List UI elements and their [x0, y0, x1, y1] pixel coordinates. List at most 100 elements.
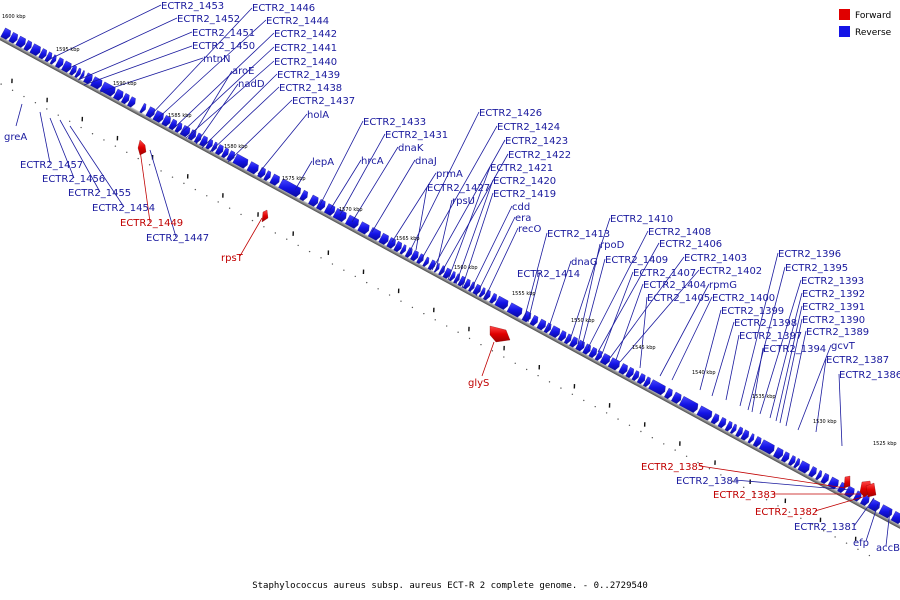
- leader-line: [149, 7, 253, 117]
- gene-label: ECTR2_1394: [763, 344, 826, 355]
- marker-dot: [583, 399, 585, 402]
- tick-label: 1555 kbp: [512, 291, 536, 297]
- gene-label: ECTR2_1390: [802, 315, 865, 326]
- gene-labels: ECTR2_1453 ECTR2_1452 ECTR2_1451 ECTR2_1…: [4, 1, 900, 554]
- tick-label: 1595 kbp: [56, 47, 80, 53]
- reverse-feature: [139, 103, 147, 114]
- reverse-feature: [548, 325, 561, 338]
- leader-line: [15, 103, 23, 127]
- leader-line: [171, 32, 275, 131]
- leader-line: [195, 83, 239, 145]
- gene-label: mtnN: [203, 54, 230, 65]
- reverse-feature: [844, 485, 855, 498]
- leader-line: [747, 266, 786, 411]
- gene-label: prmA: [436, 169, 463, 180]
- reverse-feature: [820, 472, 830, 484]
- marker-dot: [354, 275, 356, 278]
- gene-label: ECTR2_1421: [490, 163, 553, 174]
- marker-dot: [857, 548, 859, 551]
- marker-dot: [183, 182, 185, 185]
- reverse-feature: [357, 221, 370, 235]
- reverse-feature: [113, 88, 124, 101]
- reverse-feature: [263, 170, 272, 181]
- gene-label: ECTR2_1383: [713, 490, 776, 501]
- reverse-feature: [588, 346, 598, 358]
- marker-dot: [800, 517, 802, 520]
- marker-dot: [308, 250, 311, 253]
- reverse-feature: [890, 511, 900, 525]
- gene-label: era: [515, 213, 531, 224]
- gene-label: ECTR2_1450: [192, 41, 255, 52]
- legend-label-forward: Forward: [855, 11, 891, 21]
- marker-dot: [240, 213, 242, 216]
- leader-line: [351, 146, 399, 223]
- gene-label: ECTR2_1453: [161, 1, 224, 12]
- gene-label: cdd: [512, 202, 530, 213]
- gene-label: rpsT: [221, 253, 244, 264]
- leader-line: [294, 160, 313, 191]
- gene-label: efp: [853, 538, 869, 549]
- marker-dot: [423, 312, 425, 315]
- forward-feature: [865, 482, 877, 498]
- leader-line: [329, 159, 362, 211]
- gene-label: rpmG: [709, 280, 737, 291]
- tick-label: 1585 kbp: [168, 113, 192, 119]
- legend: Forward Reverse: [839, 9, 892, 38]
- reverse-feature: [478, 287, 486, 298]
- gene-label: ECTR2_1438: [279, 83, 342, 94]
- marker-dot: [91, 133, 94, 135]
- tick-label: 1535 kbp: [752, 394, 776, 400]
- reverse-feature: [257, 167, 266, 179]
- gene-label: ECTR2_1414: [517, 269, 580, 280]
- forward-feature: [489, 325, 511, 343]
- reverse-feature: [563, 333, 572, 345]
- gene-label: ECTR2_1381: [794, 522, 857, 533]
- gene-label: ECTR2_1422: [508, 150, 571, 161]
- leader-line: [587, 230, 649, 349]
- leader-line: [699, 465, 846, 489]
- reverse-feature: [729, 423, 737, 434]
- reverse-feature: [793, 458, 801, 469]
- gene-label: ECTR2_1382: [755, 507, 818, 518]
- marker-dot: [0, 83, 2, 85]
- tick-label: 1575 kbp: [282, 176, 306, 182]
- reverse-feature: [205, 138, 214, 150]
- reverse-feature: [772, 447, 784, 460]
- marker-dot: [605, 412, 608, 414]
- tick-label: 1530 kbp: [813, 419, 837, 425]
- leader-line: [49, 117, 75, 179]
- gene-label: ECTR2_1385: [641, 462, 704, 473]
- marker-dot: [663, 443, 665, 445]
- leader-line: [149, 149, 177, 238]
- reverse-feature: [410, 250, 419, 262]
- reverse-feature: [367, 227, 381, 241]
- reverse-feature: [448, 271, 456, 282]
- gene-label: holA: [307, 110, 329, 121]
- marker-dot: [537, 374, 539, 377]
- marker-dot: [411, 306, 414, 309]
- forward-feature: [261, 209, 269, 223]
- reverse-feature: [575, 339, 585, 352]
- reverse-feature: [618, 363, 628, 375]
- leader-line: [601, 271, 634, 355]
- gene-label: ECTR2_1444: [266, 16, 329, 27]
- marker-dot: [80, 126, 82, 129]
- gene-label: ECTR2_1441: [274, 43, 337, 54]
- marker-dot: [434, 319, 436, 321]
- marker-dot: [274, 232, 277, 234]
- reverse-feature: [752, 436, 762, 448]
- leader-line: [435, 199, 453, 271]
- reverse-feature: [145, 106, 156, 118]
- gene-label: ECTR2_1405: [647, 293, 710, 304]
- reverse-feature: [506, 302, 523, 318]
- leader-line: [711, 321, 735, 397]
- reverse-feature: [246, 161, 259, 175]
- reverse-feature: [38, 48, 47, 60]
- reverse-feature: [724, 420, 733, 432]
- marker-dot: [126, 151, 128, 154]
- reverse-feature: [232, 153, 249, 169]
- marker-dot: [103, 139, 105, 141]
- reverse-feature: [214, 144, 224, 156]
- leader-line: [77, 31, 193, 81]
- reverse-feature: [625, 366, 635, 379]
